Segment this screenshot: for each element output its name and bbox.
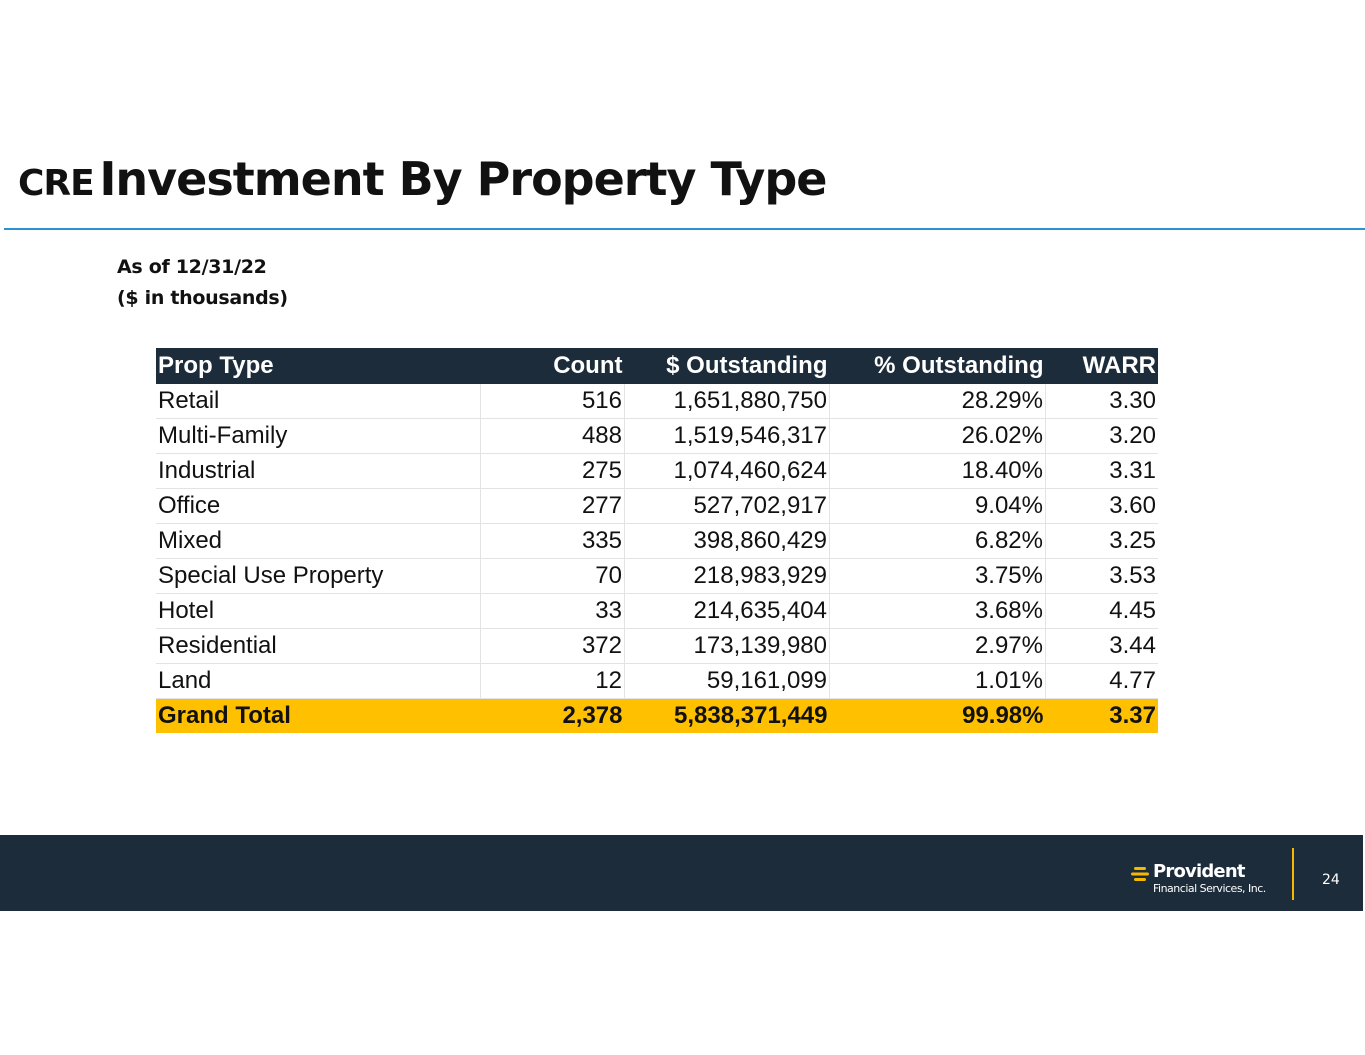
logo-subtitle: Financial Services, Inc. bbox=[1153, 882, 1266, 895]
property-type-table: Prop Type Count $ Outstanding % Outstand… bbox=[156, 348, 1158, 733]
title-divider bbox=[4, 228, 1365, 230]
cell-outstanding: 173,139,980 bbox=[624, 628, 830, 664]
cell-count: 33 bbox=[480, 593, 625, 629]
total-warr: 3.37 bbox=[1045, 698, 1158, 733]
header-warr: WARR bbox=[1045, 348, 1158, 384]
cell-warr: 3.60 bbox=[1045, 488, 1158, 524]
cell-pct-outstanding: 18.40% bbox=[829, 453, 1046, 489]
cell-prop-type: Multi-Family bbox=[156, 418, 481, 454]
table-row: Special Use Property 70 218,983,929 3.75… bbox=[156, 558, 1158, 594]
cell-count: 488 bbox=[480, 418, 625, 454]
cell-warr: 3.30 bbox=[1045, 384, 1158, 419]
cell-pct-outstanding: 3.68% bbox=[829, 593, 1046, 629]
cell-prop-type: Special Use Property bbox=[156, 558, 481, 594]
total-label: Grand Total bbox=[156, 698, 481, 733]
cell-prop-type: Industrial bbox=[156, 453, 481, 489]
total-outstanding: 5,838,371,449 bbox=[624, 698, 830, 733]
cell-count: 372 bbox=[480, 628, 625, 664]
page-title-prefix: CRE bbox=[18, 163, 95, 204]
cell-pct-outstanding: 2.97% bbox=[829, 628, 1046, 664]
cell-pct-outstanding: 26.02% bbox=[829, 418, 1046, 454]
table-row: Multi-Family 488 1,519,546,317 26.02% 3.… bbox=[156, 418, 1158, 454]
table-row: Industrial 275 1,074,460,624 18.40% 3.31 bbox=[156, 453, 1158, 489]
cell-outstanding: 1,074,460,624 bbox=[624, 453, 830, 489]
subtitle: As of 12/31/22 ($ in thousands) bbox=[117, 252, 288, 314]
cell-warr: 3.31 bbox=[1045, 453, 1158, 489]
cell-warr: 4.45 bbox=[1045, 593, 1158, 629]
cell-prop-type: Hotel bbox=[156, 593, 481, 629]
footer-divider bbox=[1292, 848, 1294, 900]
cell-prop-type: Mixed bbox=[156, 523, 481, 559]
cell-warr: 4.77 bbox=[1045, 663, 1158, 699]
cell-count: 70 bbox=[480, 558, 625, 594]
cell-count: 277 bbox=[480, 488, 625, 524]
total-count: 2,378 bbox=[480, 698, 625, 733]
cell-count: 516 bbox=[480, 384, 625, 419]
cell-pct-outstanding: 6.82% bbox=[829, 523, 1046, 559]
cell-outstanding: 398,860,429 bbox=[624, 523, 830, 559]
provident-logo-icon bbox=[1131, 867, 1149, 881]
header-prop-type: Prop Type bbox=[156, 348, 481, 384]
header-outstanding: $ Outstanding bbox=[624, 348, 830, 384]
table-row: Mixed 335 398,860,429 6.82% 3.25 bbox=[156, 523, 1158, 559]
total-pct-outstanding: 99.98% bbox=[829, 698, 1046, 733]
cell-pct-outstanding: 9.04% bbox=[829, 488, 1046, 524]
logo-name: Provident bbox=[1153, 861, 1245, 882]
page-title: CRE Investment By Property Type bbox=[18, 156, 828, 204]
page-title-main: Investment By Property Type bbox=[99, 152, 827, 206]
cell-outstanding: 214,635,404 bbox=[624, 593, 830, 629]
header-count: Count bbox=[480, 348, 625, 384]
cell-prop-type: Residential bbox=[156, 628, 481, 664]
cell-warr: 3.25 bbox=[1045, 523, 1158, 559]
cell-warr: 3.20 bbox=[1045, 418, 1158, 454]
cell-warr: 3.44 bbox=[1045, 628, 1158, 664]
cell-outstanding: 59,161,099 bbox=[624, 663, 830, 699]
subtitle-units: ($ in thousands) bbox=[117, 287, 288, 309]
cell-outstanding: 218,983,929 bbox=[624, 558, 830, 594]
cell-warr: 3.53 bbox=[1045, 558, 1158, 594]
cell-pct-outstanding: 28.29% bbox=[829, 384, 1046, 419]
cell-count: 335 bbox=[480, 523, 625, 559]
cell-prop-type: Office bbox=[156, 488, 481, 524]
table-row: Residential 372 173,139,980 2.97% 3.44 bbox=[156, 628, 1158, 664]
table-header-row: Prop Type Count $ Outstanding % Outstand… bbox=[156, 348, 1158, 384]
cell-prop-type: Land bbox=[156, 663, 481, 699]
grand-total-row: Grand Total 2,378 5,838,371,449 99.98% 3… bbox=[156, 698, 1158, 733]
table-row: Office 277 527,702,917 9.04% 3.60 bbox=[156, 488, 1158, 524]
cell-count: 12 bbox=[480, 663, 625, 699]
table-row: Land 12 59,161,099 1.01% 4.77 bbox=[156, 663, 1158, 699]
page-number: 24 bbox=[1322, 872, 1340, 888]
cell-pct-outstanding: 3.75% bbox=[829, 558, 1046, 594]
subtitle-date: As of 12/31/22 bbox=[117, 256, 267, 278]
cell-outstanding: 1,651,880,750 bbox=[624, 384, 830, 419]
cell-prop-type: Retail bbox=[156, 384, 481, 419]
cell-outstanding: 527,702,917 bbox=[624, 488, 830, 524]
header-pct-outstanding: % Outstanding bbox=[829, 348, 1046, 384]
table-row: Hotel 33 214,635,404 3.68% 4.45 bbox=[156, 593, 1158, 629]
cell-outstanding: 1,519,546,317 bbox=[624, 418, 830, 454]
cell-count: 275 bbox=[480, 453, 625, 489]
table-row: Retail 516 1,651,880,750 28.29% 3.30 bbox=[156, 384, 1158, 419]
cell-pct-outstanding: 1.01% bbox=[829, 663, 1046, 699]
